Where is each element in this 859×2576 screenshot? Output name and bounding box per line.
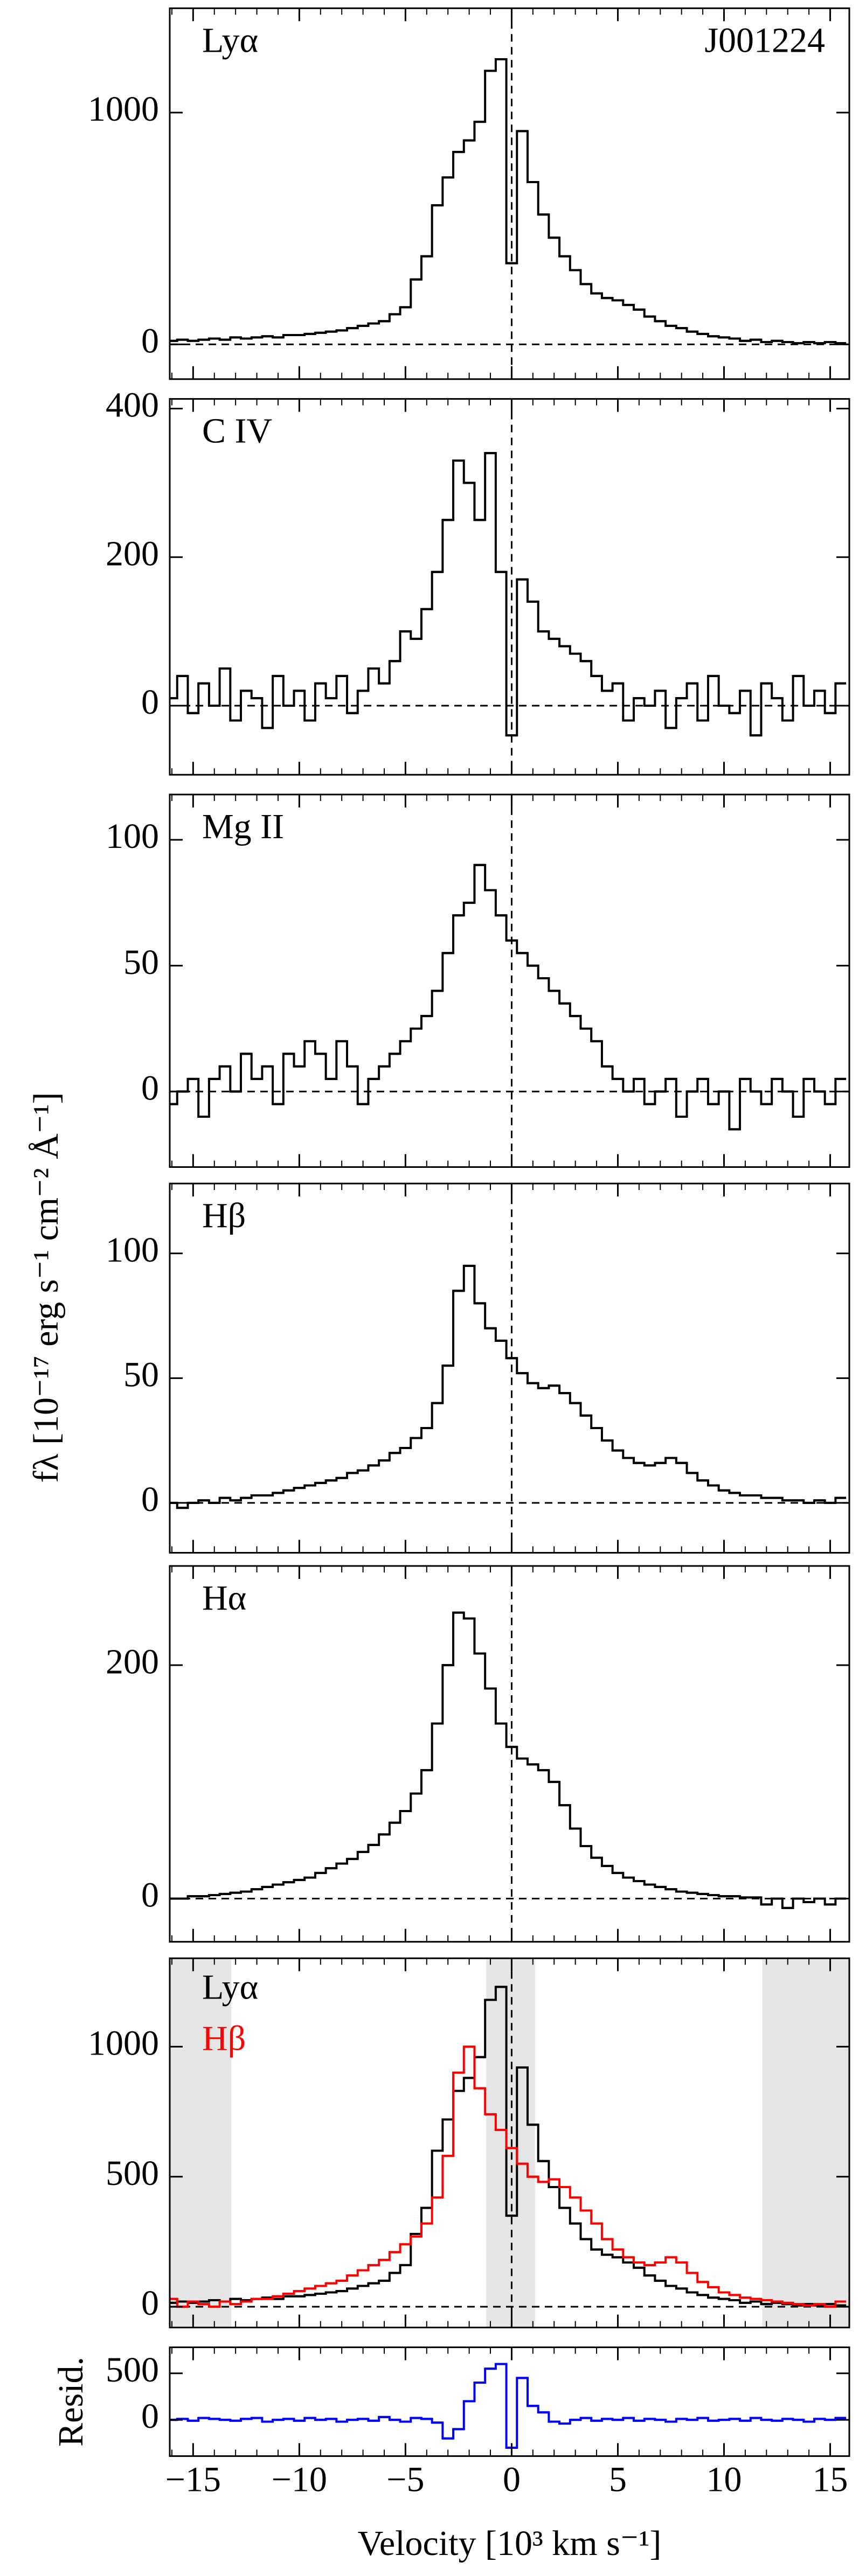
y-tick-label: 200	[106, 534, 159, 573]
y-tick-label: 50	[123, 943, 159, 982]
panel	[170, 794, 849, 1167]
y-tick-label: 0	[141, 321, 159, 360]
y-tick-label: 0	[141, 1480, 159, 1519]
axes-frame	[169, 1565, 850, 1943]
panel	[170, 1183, 849, 1553]
spectrum-outline	[170, 58, 847, 345]
line-label: Hα	[202, 1578, 246, 1618]
panel	[170, 8, 849, 379]
line-label: Mg II	[202, 807, 284, 846]
spectrum-outline	[170, 2363, 847, 2449]
masked-region	[170, 1958, 232, 2328]
panel	[170, 1566, 849, 1942]
line-label: C IV	[202, 412, 272, 451]
y-tick-label: 100	[106, 817, 159, 856]
spectrum-outline	[170, 1264, 847, 1509]
x-tick-label: −10	[272, 2460, 327, 2500]
spectrum-outline	[170, 1611, 847, 1909]
x-tick-label: 5	[609, 2460, 627, 2500]
axes-frame	[169, 793, 850, 1168]
y-tick-label: 1000	[88, 2024, 159, 2063]
x-tick-label: 0	[503, 2460, 521, 2500]
line-label: Lyα	[202, 20, 258, 60]
spectrum-outline	[170, 452, 847, 737]
panel	[170, 2363, 847, 2449]
axes-frame	[169, 398, 850, 776]
x-axis-label: Velocity [10³ km s⁻¹]	[358, 2524, 662, 2563]
y-tick-label: 500	[106, 2350, 159, 2390]
spectrum-outline	[170, 2045, 847, 2308]
spectrum-outline	[170, 864, 847, 1131]
x-tick-label: 10	[706, 2460, 742, 2500]
y-axis-label: fλ [10⁻¹⁷ erg s⁻¹ cm⁻² Å⁻¹]	[26, 1092, 66, 1482]
y-tick-label: 1000	[88, 89, 159, 129]
axes-frame	[169, 2346, 850, 2457]
object-name: J001224	[704, 20, 825, 60]
y-tick-label: 500	[106, 2154, 159, 2193]
legend-entry: Hβ	[202, 2018, 246, 2058]
y-tick-label: 0	[141, 2283, 159, 2323]
panel	[170, 1958, 849, 2328]
x-tick-label: −15	[165, 2460, 221, 2500]
masked-region	[486, 1958, 535, 2328]
legend-entry: Lyα	[202, 1967, 258, 2007]
y-tick-label: 0	[141, 1068, 159, 1108]
y-tick-label: 0	[141, 683, 159, 722]
y-tick-label: 100	[106, 1230, 159, 1270]
y-axis-label: Resid.	[51, 2357, 91, 2447]
y-tick-label: 50	[123, 1355, 159, 1394]
y-tick-label: 200	[106, 1642, 159, 1681]
x-tick-label: 15	[813, 2460, 848, 2500]
x-tick-label: −5	[386, 2460, 424, 2500]
y-tick-label: 400	[106, 386, 159, 425]
axes-frame	[169, 1182, 850, 1554]
axes-frame	[169, 7, 850, 380]
line-label: Hβ	[202, 1196, 246, 1235]
axes-frame	[169, 1957, 850, 2329]
masked-region	[762, 1958, 849, 2328]
y-tick-label: 0	[141, 2397, 159, 2436]
y-tick-label: 0	[141, 1876, 159, 1915]
panel	[170, 399, 849, 775]
